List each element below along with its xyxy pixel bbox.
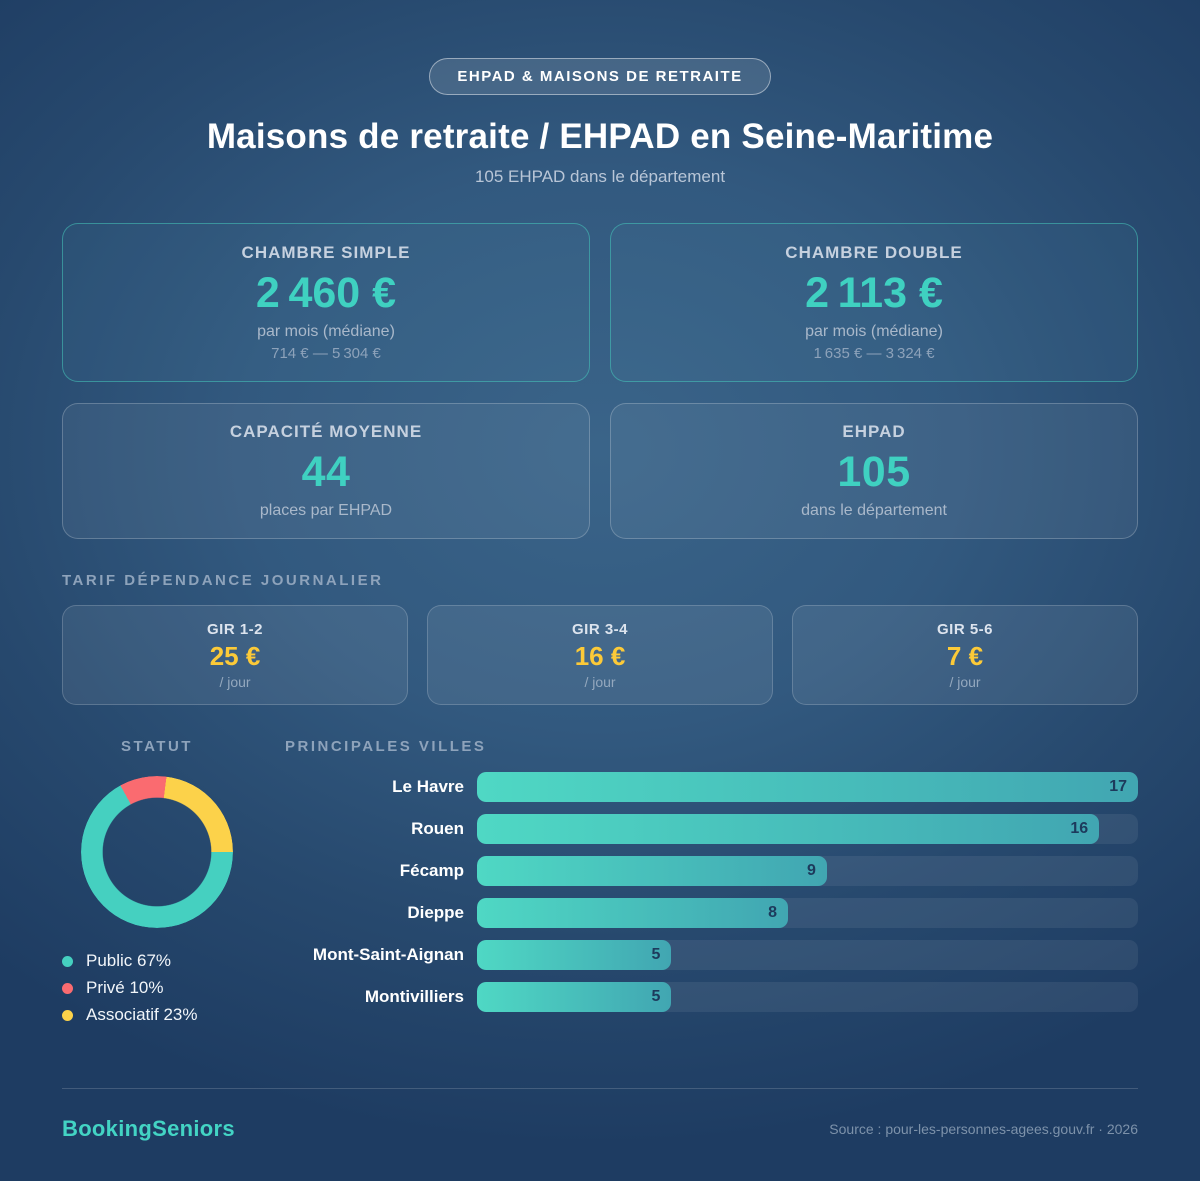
tarif-section-title: TARIF DÉPENDANCE JOURNALIER <box>62 572 384 589</box>
statut-legend: Public 67% Privé 10% Associatif 23% <box>62 951 285 1025</box>
brand-logo: BookingSeniors <box>62 1116 235 1141</box>
stat-card-range: 714 € — 5 304 € <box>271 345 381 362</box>
stat-card-label: EHPAD <box>842 422 906 441</box>
bar-label: Dieppe <box>407 903 464 922</box>
bar-row: Dieppe 8 <box>285 898 1138 928</box>
page-subtitle: 105 EHPAD dans le département <box>474 167 726 186</box>
statut-column: STATUT Public 67% Privé 10% Associatif 23% <box>62 738 285 1025</box>
gir-card-value: 16 € <box>574 640 626 671</box>
stat-card-chambre-simple: CHAMBRE SIMPLE 2 460 € par mois (médiane… <box>62 223 590 382</box>
stat-card-label: CHAMBRE DOUBLE <box>785 243 963 262</box>
gir-card-1-2: GIR 1-2 25 € / jour <box>62 605 408 705</box>
bar-label: Fécamp <box>399 861 464 880</box>
bar-track: 17 <box>477 772 1138 802</box>
stat-card-unit: dans le département <box>801 502 947 519</box>
statut-section-title: STATUT <box>121 738 193 755</box>
bar-row: Le Havre 17 <box>285 772 1138 802</box>
legend-item: Associatif 23% <box>62 1005 285 1025</box>
gir-card-value: 25 € <box>209 640 261 671</box>
bar-value: 8 <box>768 904 778 921</box>
gir-card-3-4: GIR 3-4 16 € / jour <box>427 605 773 705</box>
stat-card-label: CAPACITÉ MOYENNE <box>229 422 423 441</box>
villes-bar-chart: Le Havre 17 Rouen 16 Fécamp 9 Dieppe 8 Mont-Sain… <box>285 772 1138 1012</box>
gir-card-label: GIR 5-6 <box>936 620 993 638</box>
stat-card-unit: par mois (médiane) <box>257 323 395 340</box>
bar-fill: 9 <box>477 856 827 886</box>
page-title: Maisons de retraite / EHPAD en Seine-Mar… <box>206 117 994 156</box>
stat-card-unit: par mois (médiane) <box>805 323 943 340</box>
stat-cards-grid: CHAMBRE SIMPLE 2 460 € par mois (médiane… <box>62 223 1138 539</box>
bar-label: Rouen <box>411 819 464 838</box>
legend-dot-icon <box>62 982 73 994</box>
category-badge: EHPAD & MAISONS DE RETRAITE <box>429 58 771 95</box>
bar-fill: 8 <box>477 898 789 928</box>
villes-section-title: PRINCIPALES VILLES <box>285 738 487 755</box>
legend-label: Public 67% <box>86 951 172 970</box>
bar-track: 5 <box>477 982 1138 1012</box>
bar-label: Montivilliers <box>364 987 464 1006</box>
source-credit: Source : pour-les-personnes-agees.gouv.f… <box>829 1121 1138 1137</box>
bar-track: 9 <box>477 856 1138 886</box>
bar-label: Mont-Saint-Aignan <box>312 945 464 964</box>
legend-label: Privé 10% <box>86 978 164 997</box>
gir-card-unit: / jour <box>949 673 981 690</box>
gir-card-label: GIR 3-4 <box>571 620 628 638</box>
stat-card-value: 105 <box>837 448 911 496</box>
stat-card-chambre-double: CHAMBRE DOUBLE 2 113 € par mois (médiane… <box>610 223 1138 382</box>
stat-card-capacite-moyenne: CAPACITÉ MOYENNE 44 places par EHPAD <box>62 403 590 539</box>
stat-card-range: 1 635 € — 3 324 € <box>813 345 935 362</box>
stat-card-label: CHAMBRE SIMPLE <box>241 243 411 262</box>
bar-label: Le Havre <box>392 777 464 796</box>
footer: BookingSeniors Source : pour-les-personn… <box>62 1116 1138 1142</box>
bar-fill: 5 <box>477 940 672 970</box>
bar-row: Rouen 16 <box>285 814 1138 844</box>
gir-cards-grid: GIR 1-2 25 € / jour GIR 3-4 16 € / jour … <box>62 605 1138 705</box>
bar-row: Montivilliers 5 <box>285 982 1138 1012</box>
bar-fill: 5 <box>477 982 672 1012</box>
donut-chart-container <box>62 776 252 928</box>
bar-fill: 16 <box>477 814 1100 844</box>
bar-value: 5 <box>651 946 661 963</box>
gir-card-value: 7 € <box>946 640 984 671</box>
stat-card-value: 44 <box>301 448 351 496</box>
stat-card-value: 2 113 € <box>805 269 943 317</box>
stat-card-value: 2 460 € <box>255 269 397 317</box>
footer-divider <box>62 1088 1138 1089</box>
stat-card-unit: places par EHPAD <box>259 502 393 519</box>
bar-row: Fécamp 9 <box>285 856 1138 886</box>
bar-value: 9 <box>807 862 816 879</box>
bar-row: Mont-Saint-Aignan 5 <box>285 940 1138 970</box>
bar-track: 8 <box>477 898 1138 928</box>
legend-dot-icon <box>62 955 73 967</box>
gir-card-unit: / jour <box>219 673 251 690</box>
legend-label: Associatif 23% <box>86 1005 198 1024</box>
stat-card-ehpad-count: EHPAD 105 dans le département <box>610 403 1138 539</box>
legend-dot-icon <box>62 1009 73 1021</box>
bar-value: 17 <box>1109 778 1127 795</box>
statut-donut-chart <box>81 776 233 928</box>
legend-item: Privé 10% <box>62 978 285 998</box>
bottom-charts-section: STATUT Public 67% Privé 10% Associatif 23%… <box>62 738 1138 1025</box>
gir-card-5-6: GIR 5-6 7 € / jour <box>792 605 1138 705</box>
villes-column: PRINCIPALES VILLES Le Havre 17 Rouen 16 Féca… <box>285 738 1138 1025</box>
bar-value: 16 <box>1070 820 1089 837</box>
bar-track: 16 <box>477 814 1138 844</box>
bar-track: 5 <box>477 940 1138 970</box>
badge-container: EHPAD & MAISONS DE RETRAITE <box>62 0 1138 95</box>
bar-fill: 17 <box>477 772 1138 802</box>
gir-card-unit: / jour <box>584 673 616 690</box>
legend-item: Public 67% <box>62 951 285 971</box>
bar-value: 5 <box>651 988 661 1005</box>
gir-card-label: GIR 1-2 <box>206 620 263 638</box>
